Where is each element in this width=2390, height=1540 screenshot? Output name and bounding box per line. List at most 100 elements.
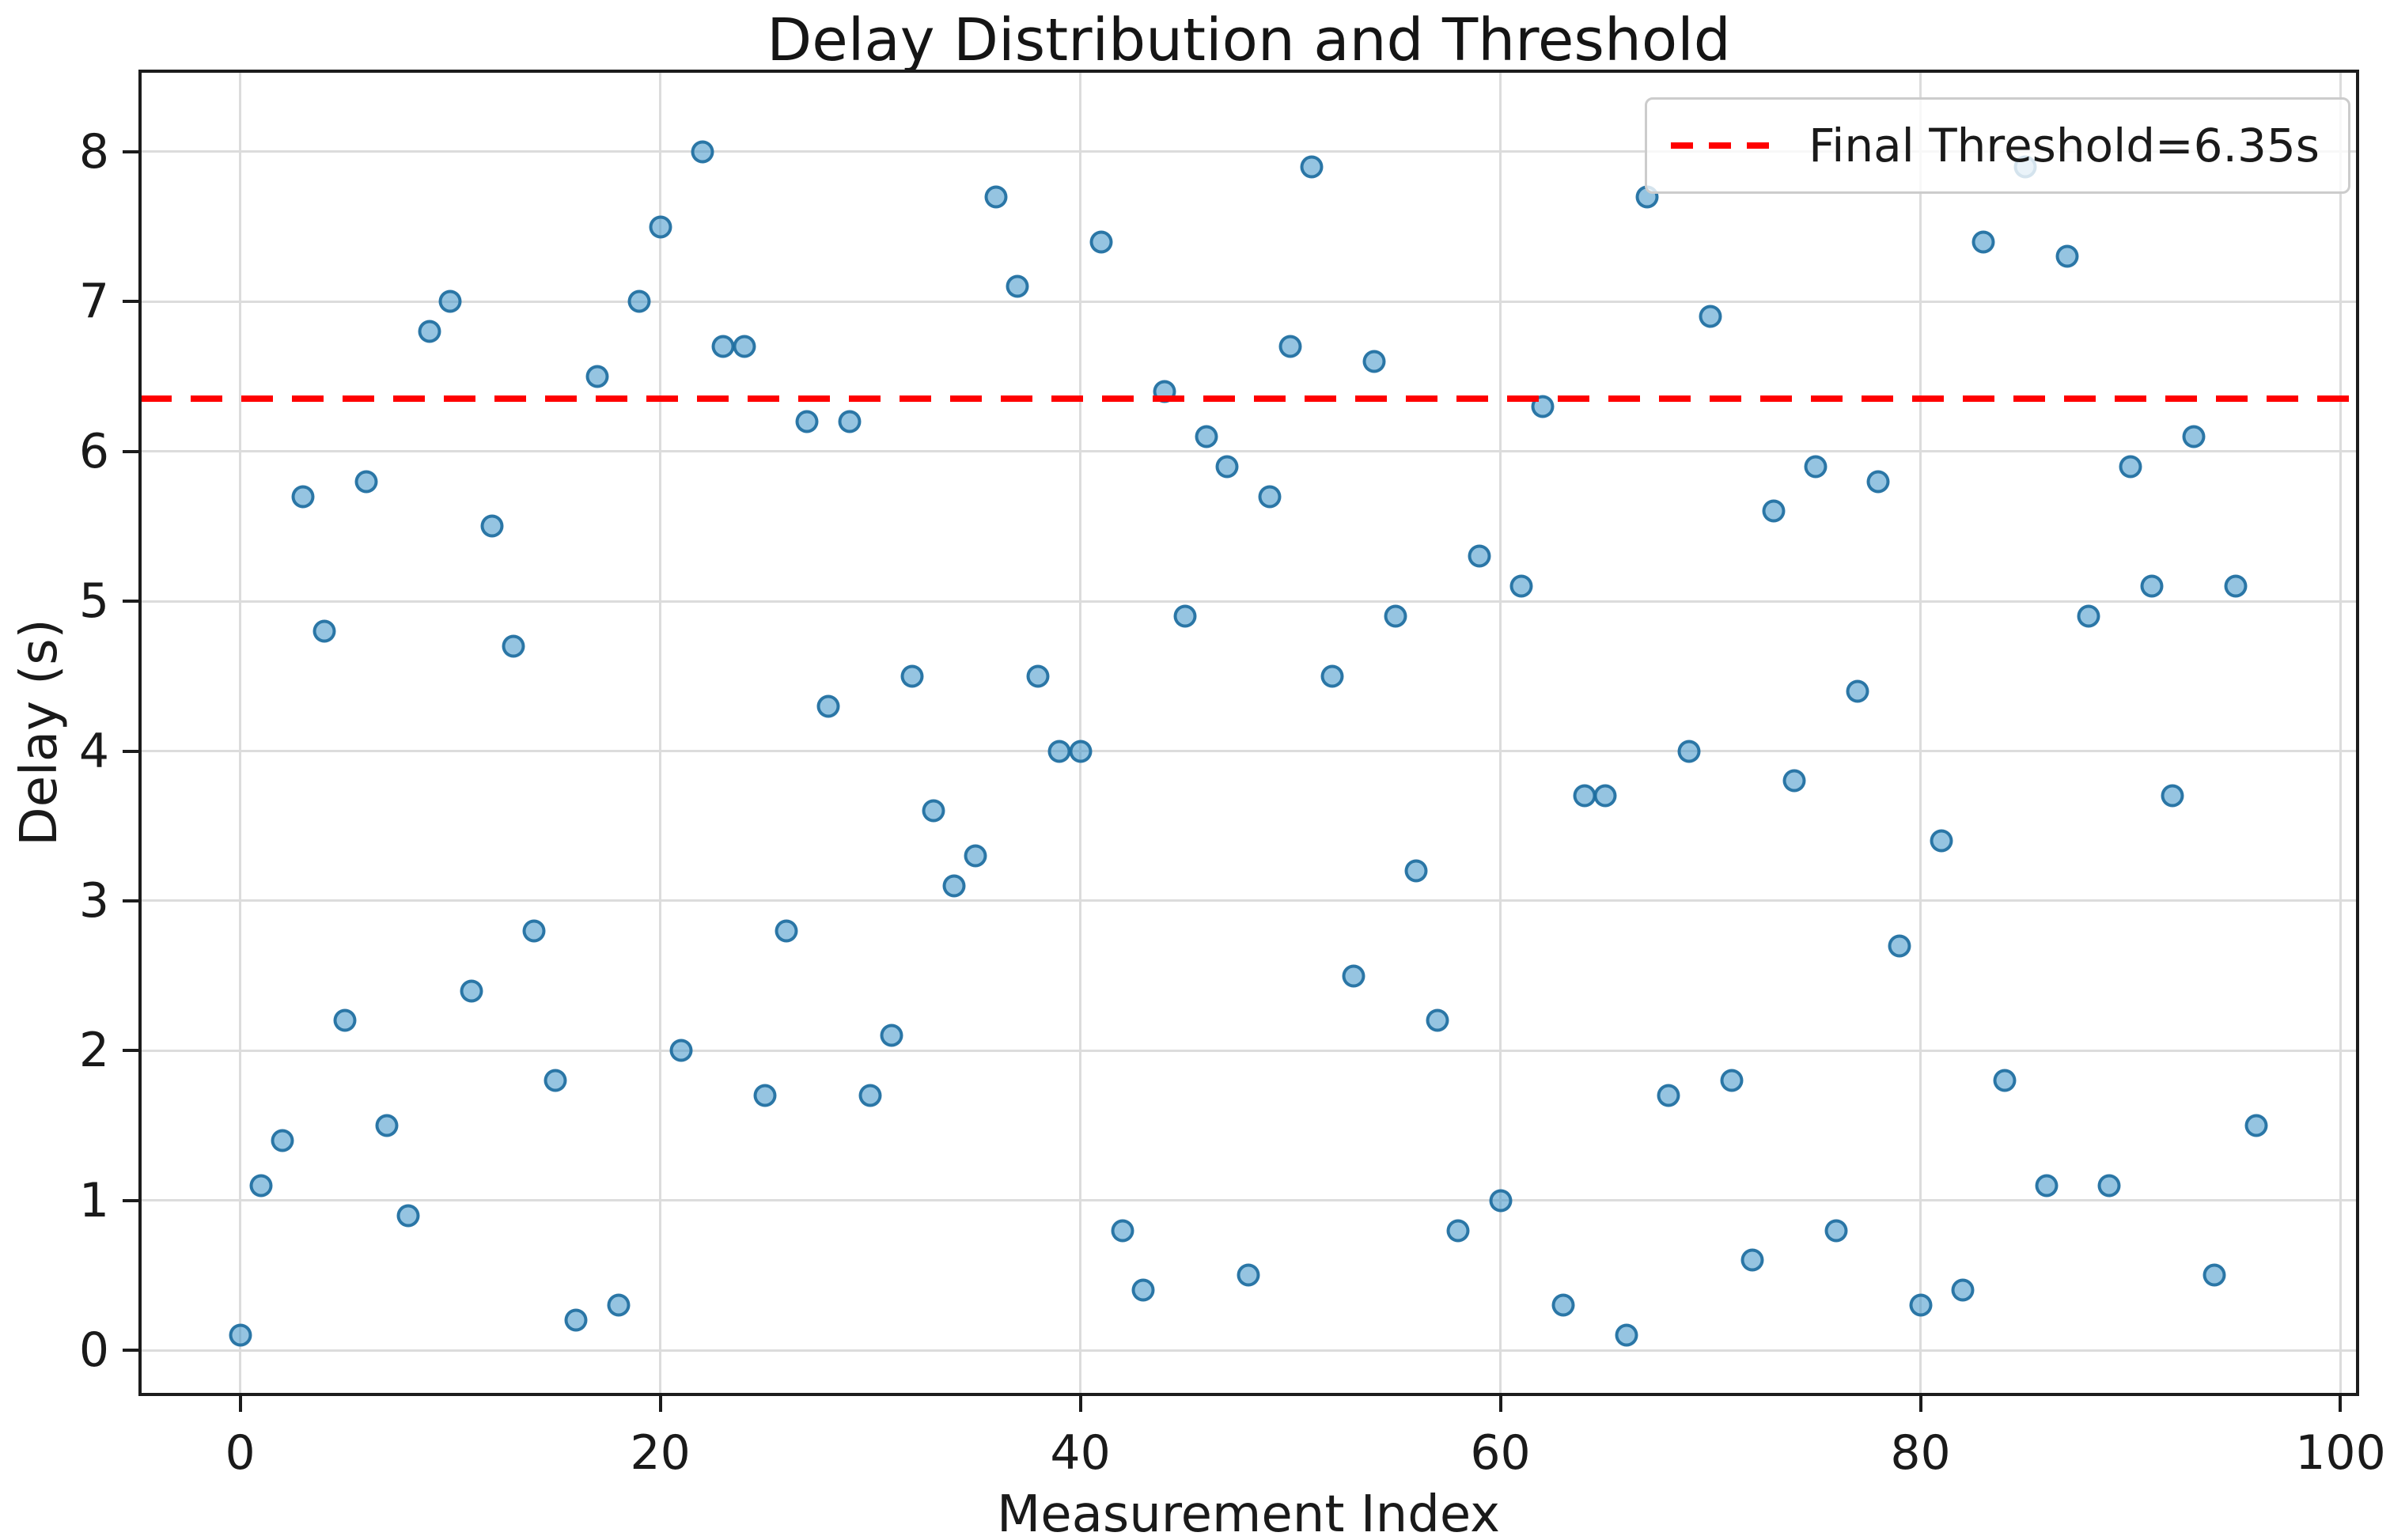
scatter-point: [711, 335, 735, 358]
scatter-point: [1720, 1069, 1744, 1092]
scatter-point: [480, 514, 504, 538]
y-tick-label: 3: [78, 872, 109, 929]
x-tick-label: 80: [1890, 1425, 1951, 1481]
scatter-point: [922, 799, 945, 823]
scatter-point: [1489, 1189, 1513, 1213]
x-tick-mark: [1918, 1394, 1922, 1412]
scatter-point: [1699, 305, 1722, 328]
scatter-point: [1446, 1219, 1470, 1243]
scatter-point: [733, 335, 756, 358]
scatter-point: [1215, 455, 1239, 479]
scatter-point: [2224, 574, 2248, 598]
scatter-point: [1824, 1219, 1848, 1243]
scatter-point: [1404, 859, 1428, 883]
scatter-point: [1278, 335, 1302, 358]
scatter-point: [1509, 574, 1533, 598]
scatter-point: [607, 1293, 630, 1317]
scatter-point: [564, 1308, 588, 1332]
scatter-point: [1971, 230, 1995, 254]
scatter-point: [2203, 1263, 2226, 1287]
scatter-point: [249, 1174, 273, 1198]
x-gridline: [1919, 71, 1922, 1394]
y-gridline: [140, 750, 2358, 752]
y-tick-mark: [123, 600, 140, 604]
scatter-point: [627, 289, 651, 313]
scatter-point: [1069, 740, 1093, 762]
scatter-point: [2055, 244, 2079, 268]
scatter-point: [753, 1084, 777, 1107]
scatter-point: [1026, 664, 1050, 688]
y-tick-label: 8: [78, 123, 109, 180]
x-tick-label: 20: [630, 1425, 691, 1481]
y-tick-label: 7: [78, 274, 109, 330]
y-gridline: [140, 150, 2358, 153]
y-tick-label: 0: [78, 1322, 109, 1379]
scatter-point: [1930, 829, 1953, 853]
y-tick-mark: [123, 300, 140, 304]
scatter-point: [2140, 574, 2164, 598]
x-tick-label: 0: [225, 1425, 256, 1481]
scatter-point: [1320, 664, 1344, 688]
scatter-point: [2161, 784, 2184, 808]
y-tick-mark: [123, 1198, 140, 1202]
scatter-point: [460, 979, 483, 1003]
scatter-point: [1237, 1263, 1260, 1287]
scatter-point: [1342, 964, 1365, 988]
y-tick-mark: [123, 749, 140, 753]
scatter-point: [396, 1204, 420, 1228]
scatter-point: [880, 1024, 903, 1047]
left-spine: [138, 70, 142, 1396]
scatter-point: [838, 410, 862, 433]
scatter-point: [418, 320, 441, 343]
y-gridline: [140, 450, 2358, 453]
x-tick-label: 100: [2295, 1425, 2386, 1481]
bottom-spine: [138, 1393, 2359, 1396]
scatter-point: [1951, 1278, 1975, 1302]
scatter-point: [1089, 230, 1113, 254]
scatter-point: [795, 410, 819, 433]
scatter-point: [544, 1069, 567, 1092]
y-tick-label: 5: [78, 573, 109, 630]
scatter-point: [1258, 485, 1282, 509]
chart-title: Delay Distribution and Threshold: [767, 6, 1731, 74]
scatter-point: [585, 365, 609, 388]
scatter-point: [1762, 499, 1786, 523]
y-tick-mark: [123, 449, 140, 453]
x-tick-label: 60: [1470, 1425, 1531, 1481]
scatter-point: [502, 634, 525, 658]
scatter-point: [1804, 455, 1828, 479]
y-tick-label: 1: [78, 1172, 109, 1228]
scatter-point: [1888, 934, 1911, 958]
scatter-point: [1740, 1248, 1764, 1272]
scatter-point: [2097, 1174, 2121, 1198]
scatter-point: [312, 619, 336, 643]
scatter-point: [900, 664, 924, 688]
scatter-point: [1300, 155, 1324, 179]
scatter-point: [984, 185, 1008, 209]
scatter-point: [1426, 1008, 1449, 1032]
x-gridline: [239, 71, 242, 1394]
scatter-point: [942, 874, 966, 898]
scatter-point: [649, 215, 672, 239]
x-gridline: [1499, 71, 1502, 1394]
scatter-point: [1468, 544, 1491, 568]
legend-label: Final Threshold=6.35s: [1809, 119, 2320, 172]
x-gridline: [1079, 71, 1082, 1394]
scatter-point: [1551, 1293, 1575, 1317]
threshold-line: [140, 395, 2358, 403]
scatter-point: [1657, 1084, 1680, 1107]
scatter-point: [691, 140, 714, 164]
y-gridline: [140, 1049, 2358, 1052]
y-gridline: [140, 1199, 2358, 1202]
y-gridline: [140, 1349, 2358, 1352]
scatter-point: [1047, 740, 1071, 762]
scatter-point: [669, 1039, 693, 1062]
scatter-point: [1993, 1069, 2017, 1092]
scatter-point: [1782, 769, 1806, 793]
y-gridline: [140, 300, 2358, 303]
scatter-point: [858, 1084, 882, 1107]
x-gridline: [2339, 71, 2342, 1394]
y-tick-mark: [123, 1049, 140, 1053]
x-tick-mark: [238, 1394, 242, 1412]
